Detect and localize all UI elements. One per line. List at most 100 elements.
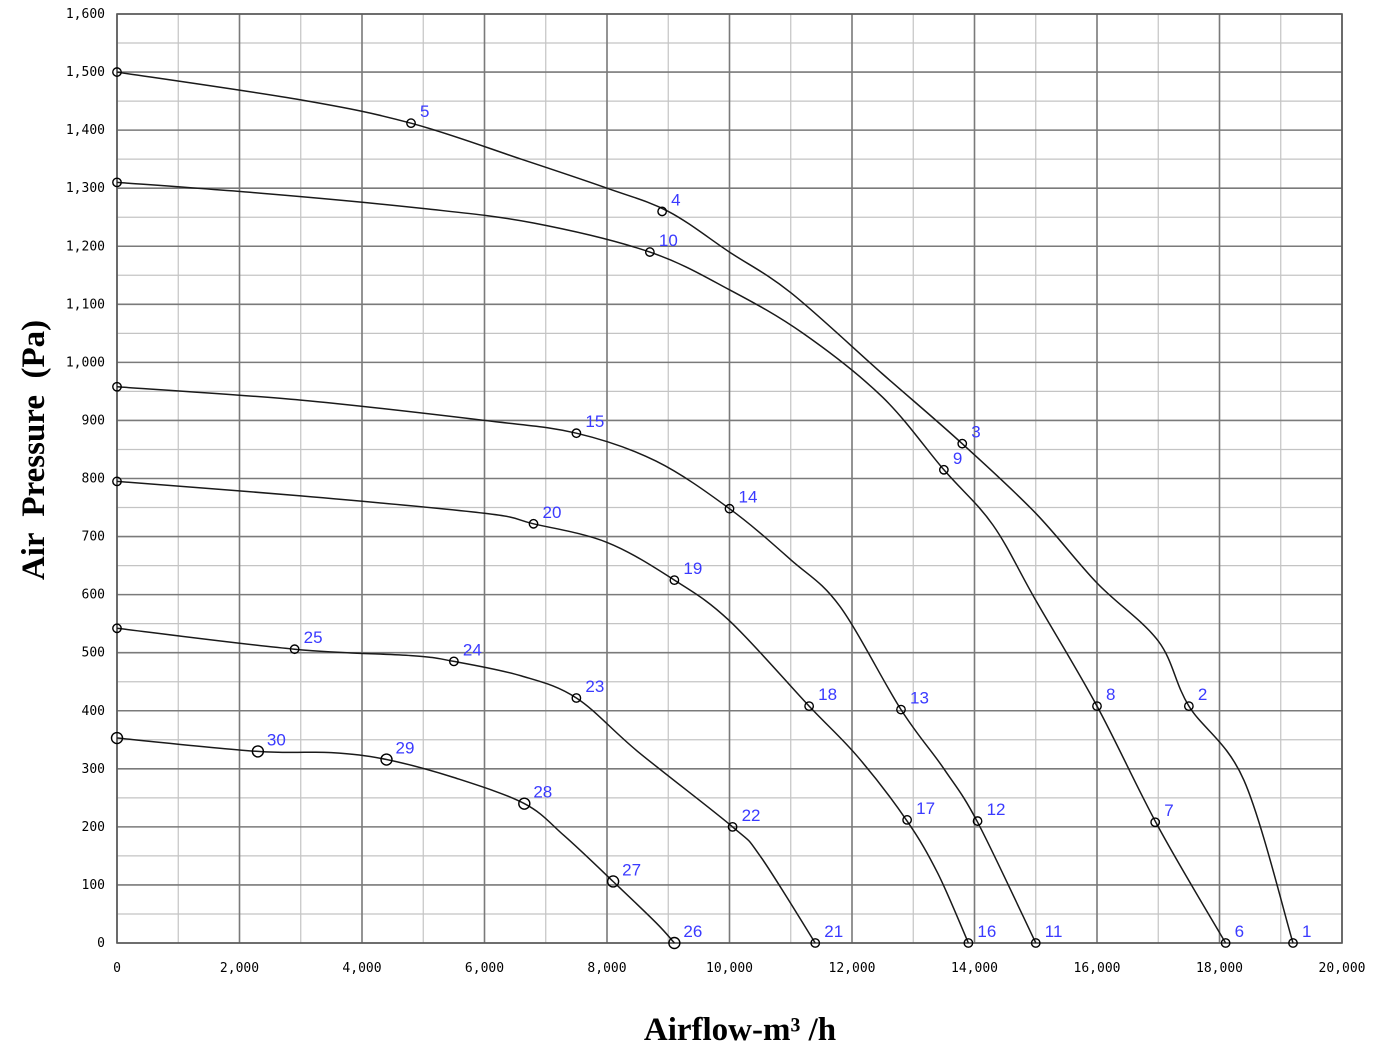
data-point <box>1288 938 1298 948</box>
ticks: 0 2,000 4,000 6,000 8,000 10,000 12,000 14,000 1… <box>66 7 1366 976</box>
data-label: 26 <box>683 922 702 941</box>
data-point <box>724 503 735 514</box>
series-line <box>116 386 1037 944</box>
x-tick-label: 10,000 <box>706 961 753 976</box>
data-point <box>518 797 531 810</box>
data-point <box>669 575 680 586</box>
x-tick-label: 12,000 <box>829 961 876 976</box>
data-label: 12 <box>987 800 1006 819</box>
y-tick-label: 1,500 <box>66 65 105 80</box>
data-point <box>380 753 393 766</box>
series-line <box>116 737 675 944</box>
data-point <box>963 938 974 948</box>
data-point <box>289 644 300 655</box>
data-point <box>1220 938 1231 948</box>
y-tick-label: 1,300 <box>66 181 105 196</box>
y-tick-label: 600 <box>82 588 105 603</box>
data-label: 28 <box>533 783 552 802</box>
data-point <box>1183 701 1194 712</box>
y-tick-label: 800 <box>82 472 105 487</box>
data-point <box>902 815 913 825</box>
series-line <box>116 181 1227 944</box>
x-tick-label: 8,000 <box>587 961 626 976</box>
data-label: 7 <box>1164 801 1173 820</box>
data-point <box>112 623 122 634</box>
data-label: 2 <box>1198 685 1207 704</box>
y-tick-label: 1,100 <box>66 297 105 312</box>
data-point <box>896 704 906 715</box>
series-line <box>116 71 1294 944</box>
data-point <box>1150 817 1161 828</box>
data-point <box>1092 701 1102 712</box>
data-label: 23 <box>585 677 604 696</box>
x-tick-label: 6,000 <box>465 961 504 976</box>
x-axis-title: Airflow-m³ /h <box>644 1012 836 1048</box>
curves <box>116 71 1294 944</box>
data-label: 17 <box>916 799 935 818</box>
data-label: 10 <box>659 231 678 250</box>
data-point <box>804 701 815 712</box>
grid <box>116 13 1343 944</box>
data-label: 18 <box>818 685 837 704</box>
data-label: 5 <box>420 102 429 121</box>
data-point <box>571 428 582 439</box>
data-point <box>957 438 968 449</box>
data-label: 9 <box>953 449 962 468</box>
x-tick-label: 18,000 <box>1196 961 1243 976</box>
y-axis-title: Air Pressure (Pa) <box>16 320 52 580</box>
markers: 5432110987615141312112019181716252423222… <box>110 67 1311 950</box>
series-line <box>116 480 970 944</box>
data-label: 20 <box>543 503 562 522</box>
data-label: 1 <box>1302 922 1311 941</box>
data-label: 3 <box>971 423 980 442</box>
data-label: 8 <box>1106 685 1115 704</box>
data-point <box>727 821 738 832</box>
y-tick-label: 1,600 <box>66 7 105 22</box>
plot-border <box>116 13 1343 944</box>
y-tick-label: 700 <box>82 530 105 545</box>
y-tick-label: 1,200 <box>66 239 105 254</box>
y-tick-label: 500 <box>82 646 105 661</box>
data-point <box>448 656 459 667</box>
data-point <box>668 936 681 950</box>
x-tick-label: 14,000 <box>951 961 998 976</box>
x-tick-label: 16,000 <box>1074 961 1121 976</box>
data-label: 30 <box>267 730 286 749</box>
data-label: 24 <box>463 640 482 659</box>
x-tick-label: 0 <box>113 961 121 976</box>
data-point <box>110 731 124 745</box>
data-point <box>528 518 539 529</box>
data-label: 11 <box>1045 922 1063 941</box>
data-label: 16 <box>977 922 996 941</box>
y-tick-label: 300 <box>82 762 105 777</box>
y-tick-label: 200 <box>82 820 105 835</box>
data-point <box>657 206 668 217</box>
data-point <box>938 464 949 475</box>
x-tick-label: 20,000 <box>1319 961 1366 976</box>
data-label: 15 <box>585 412 604 431</box>
data-point <box>112 476 122 487</box>
series-line <box>116 627 816 944</box>
data-label: 25 <box>304 628 323 647</box>
y-tick-label: 400 <box>82 704 105 719</box>
y-tick-label: 1,000 <box>66 355 105 370</box>
data-label: 19 <box>683 559 702 578</box>
data-point <box>112 67 122 77</box>
data-point <box>1030 938 1041 948</box>
data-point <box>112 381 122 392</box>
x-tick-label: 4,000 <box>342 961 381 976</box>
data-label: 21 <box>824 922 843 941</box>
data-label: 6 <box>1235 922 1244 941</box>
data-point <box>606 875 620 888</box>
data-point <box>644 247 655 257</box>
y-tick-label: 900 <box>82 413 105 428</box>
data-label: 29 <box>396 739 415 758</box>
data-point <box>810 938 821 948</box>
data-label: 4 <box>671 190 680 209</box>
data-point <box>251 745 265 758</box>
data-label: 27 <box>622 860 641 879</box>
data-point <box>972 816 983 826</box>
data-point <box>112 177 122 188</box>
y-tick-label: 0 <box>97 936 105 951</box>
